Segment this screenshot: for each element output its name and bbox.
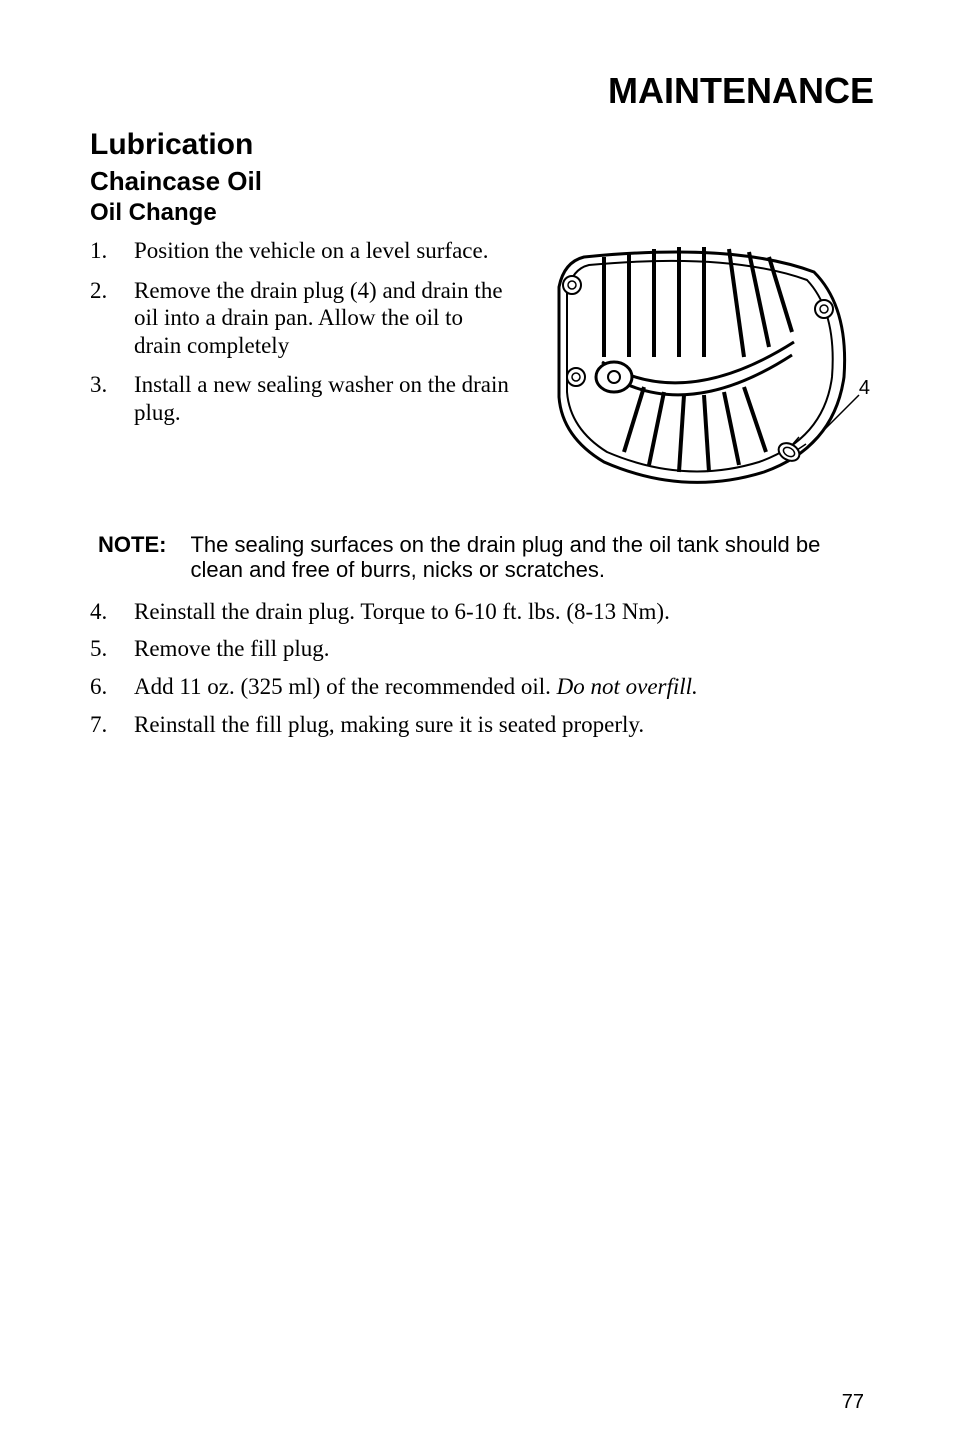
list-item: Install a new sealing washer on the drai… xyxy=(90,371,514,426)
list-item: Add 11 oz. (325 ml) of the recommended o… xyxy=(90,672,874,702)
page-number: 77 xyxy=(842,1391,864,1414)
subsection-title: Chaincase Oil xyxy=(90,166,874,197)
steps-list-bottom: Reinstall the drain plug. Torque to 6-10… xyxy=(90,597,874,741)
list-item: Reinstall the drain plug. Torque to 6-10… xyxy=(90,597,874,627)
page-header: MAINTENANCE xyxy=(90,70,874,112)
chaincase-diagram xyxy=(534,237,874,517)
note-label: NOTE: xyxy=(98,532,166,583)
steps-list-top: Position the vehicle on a level surface.… xyxy=(90,237,514,427)
subsubsection-title: Oil Change xyxy=(90,199,874,227)
list-item: Position the vehicle on a level surface. xyxy=(90,237,514,265)
step-text: Add 11 oz. (325 ml) of the recommended o… xyxy=(134,674,557,699)
step-text-italic: Do not overfill. xyxy=(557,674,698,699)
section-title: Lubrication xyxy=(90,128,874,162)
list-item: Reinstall the fill plug, making sure it … xyxy=(90,710,874,740)
list-item: Remove the drain plug (4) and drain the … xyxy=(90,277,514,360)
note-block: NOTE: The sealing surfaces on the drain … xyxy=(90,532,874,583)
diagram-callout: 4 xyxy=(859,377,870,400)
note-text: The sealing surfaces on the drain plug a… xyxy=(190,532,874,583)
diagram-container: 4 xyxy=(534,237,874,522)
list-item: Remove the fill plug. xyxy=(90,634,874,664)
